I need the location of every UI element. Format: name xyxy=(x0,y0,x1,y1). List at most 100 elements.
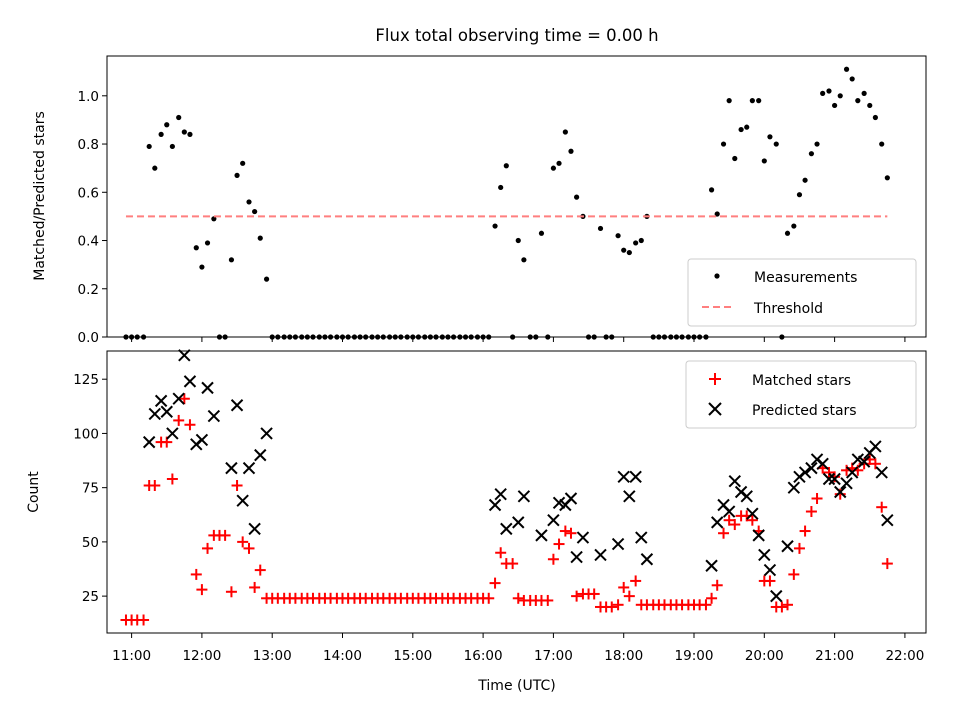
measurement-point xyxy=(228,257,235,263)
measurement-point xyxy=(538,230,545,236)
matched-star-point xyxy=(793,542,805,554)
predicted-star-point xyxy=(248,522,261,536)
measurement-point xyxy=(761,158,767,164)
measurement-point xyxy=(211,216,217,222)
measurement-point xyxy=(820,90,826,96)
measurement-point xyxy=(556,160,562,166)
predicted-star-point xyxy=(746,507,759,520)
predicted-star-point xyxy=(207,409,221,423)
matched-star-point xyxy=(588,588,600,600)
matched-star-point xyxy=(881,558,893,570)
predicted-star-point xyxy=(488,498,502,512)
measurement-point xyxy=(808,151,815,157)
measurement-point xyxy=(849,76,855,82)
top-y-tick-label: 0.8 xyxy=(78,137,99,153)
measurement-point xyxy=(867,102,873,109)
measurement-point xyxy=(708,187,715,193)
measurement-point xyxy=(638,237,644,244)
matched-star-point xyxy=(718,527,730,539)
measurement-point xyxy=(732,155,738,162)
predicted-star-point xyxy=(535,529,548,542)
measurement-point xyxy=(814,141,820,147)
matched-star-point xyxy=(618,581,630,593)
predicted-star-point xyxy=(816,457,829,471)
bottom-legend-frame xyxy=(685,360,917,429)
predicted-star-point xyxy=(594,548,607,562)
predicted-star-point xyxy=(160,405,173,418)
x-tick-label: 13:00 xyxy=(253,648,292,664)
matched-star-point xyxy=(876,501,888,513)
predicted-star-point xyxy=(517,490,531,503)
measurement-point xyxy=(749,98,755,104)
bottom-x-axis-label: Time (UTC) xyxy=(477,678,555,694)
matched-star-point xyxy=(243,542,255,554)
matched-star-point xyxy=(805,506,817,518)
measurement-point xyxy=(767,134,773,140)
matched-star-point xyxy=(219,529,231,541)
top-chart-title: Flux total observing time = 0.00 h xyxy=(375,26,658,45)
top-y-tick-label: 0.2 xyxy=(78,282,99,298)
predicted-star-point xyxy=(225,461,238,475)
measurement-point xyxy=(164,122,170,128)
predicted-star-point xyxy=(611,537,625,551)
matched-star-point xyxy=(729,519,741,531)
measurement-point xyxy=(726,98,732,104)
matched-star-point xyxy=(196,584,208,596)
matched-star-point xyxy=(553,538,565,550)
matched-star-point xyxy=(231,479,243,491)
predicted-star-point xyxy=(752,529,765,542)
matched-star-point xyxy=(249,581,261,593)
predicted-star-point xyxy=(500,522,513,536)
matched-star-point xyxy=(811,493,823,505)
predicted-star-point xyxy=(781,540,794,553)
predicted-star-point xyxy=(166,427,179,440)
predicted-star-point xyxy=(728,474,741,488)
matched-star-point xyxy=(166,473,178,485)
measurement-point xyxy=(562,129,568,135)
measurement-point xyxy=(169,143,175,150)
measurement-point xyxy=(187,131,193,137)
measurement-point xyxy=(832,102,838,109)
matched-star-point xyxy=(723,514,735,526)
predicted-star-point xyxy=(183,375,197,388)
matched-star-point xyxy=(489,577,501,589)
predicted-star-point xyxy=(834,485,847,499)
measurement-point xyxy=(773,141,779,147)
predicted-star-point xyxy=(623,490,636,503)
predicted-star-point xyxy=(629,470,642,484)
predicted-star-point xyxy=(881,513,894,527)
top-plot-data xyxy=(123,66,890,340)
predicted-star-point xyxy=(798,466,812,479)
measurement-point xyxy=(498,184,504,191)
predicted-star-point xyxy=(758,548,771,562)
predicted-star-point xyxy=(547,513,560,527)
top-panel: Flux total observing time = 0.00 h 0.00.… xyxy=(32,26,927,346)
measurement-point xyxy=(744,124,750,130)
top-legend: Measurements Threshold xyxy=(687,258,917,327)
matched-star-point xyxy=(823,466,835,478)
predicted-star-point xyxy=(828,472,841,486)
measurement-point xyxy=(720,141,727,147)
measurement-point xyxy=(234,172,240,178)
top-y-tick-label: 0.6 xyxy=(78,185,99,201)
predicted-star-point xyxy=(740,490,753,503)
x-tick-label: 21:00 xyxy=(815,648,854,664)
predicted-star-point xyxy=(840,477,853,490)
measurement-point xyxy=(240,160,246,166)
matched-star-point xyxy=(237,536,249,548)
bottom-legend: Matched stars Predicted stars xyxy=(685,360,917,429)
predicted-star-point xyxy=(770,589,783,603)
matched-star-point xyxy=(512,592,524,604)
predicted-star-point xyxy=(195,433,209,447)
bottom-y-axis-ticks: 25 50 75 100 125 xyxy=(73,372,107,605)
matched-star-point xyxy=(869,458,881,470)
predicted-star-point xyxy=(236,494,249,507)
predicted-star-point xyxy=(845,466,859,479)
matched-star-point xyxy=(138,614,150,626)
top-plot-frame xyxy=(106,55,927,338)
bottom-plot-data xyxy=(120,349,894,626)
matched-star-point xyxy=(623,590,635,602)
measurement-point xyxy=(204,240,211,246)
measurement-point xyxy=(884,175,890,181)
